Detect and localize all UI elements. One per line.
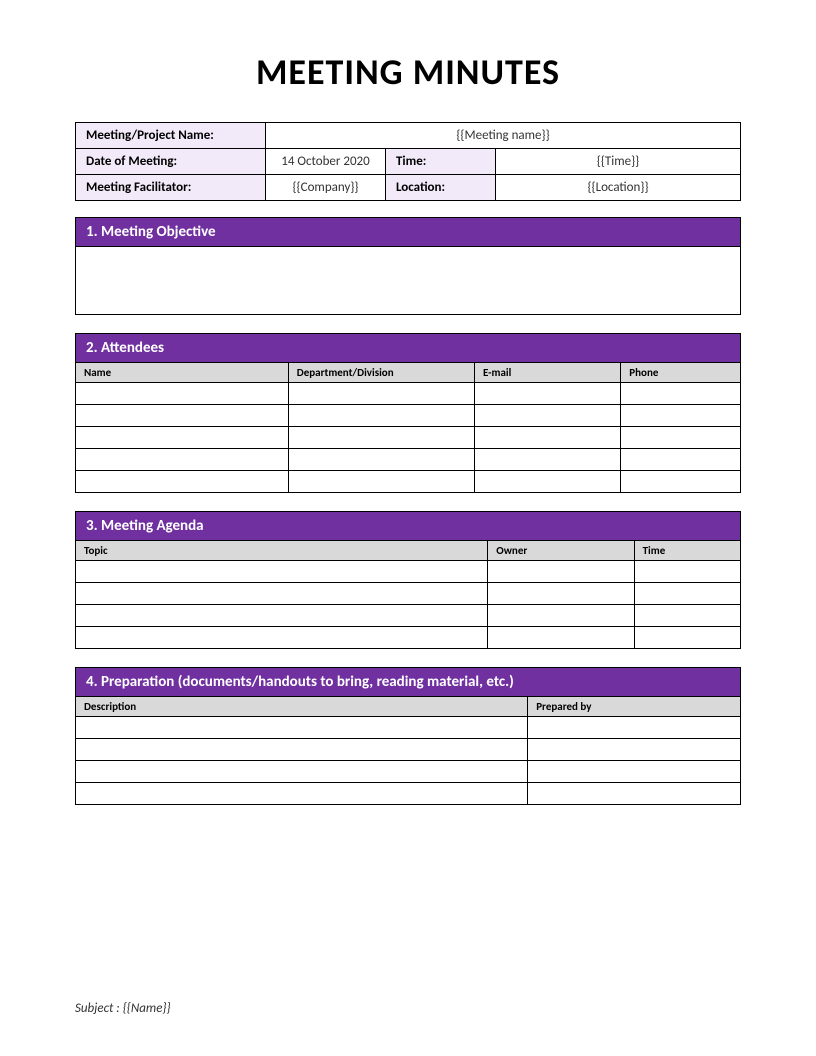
table-row (76, 561, 741, 583)
time-value: {{Time}} (496, 149, 741, 175)
meeting-info-table: Meeting/Project Name: {{Meeting name}} D… (75, 122, 741, 201)
objective-header: 1. Meeting Objective (76, 218, 741, 247)
preparation-section: 4. Preparation (documents/handouts to br… (75, 667, 741, 805)
attendees-col-phone: Phone (621, 363, 741, 383)
agenda-header: 3. Meeting Agenda (76, 512, 741, 541)
objective-section: 1. Meeting Objective (75, 217, 741, 315)
objective-body (76, 247, 741, 315)
table-row (76, 449, 741, 471)
table-row (76, 383, 741, 405)
attendees-header: 2. Attendees (76, 334, 741, 363)
table-row (76, 627, 741, 649)
date-value: 14 October 2020 (266, 149, 386, 175)
table-row (76, 717, 741, 739)
table-row (76, 405, 741, 427)
table-row (76, 783, 741, 805)
location-label: Location: (386, 175, 496, 201)
table-row (76, 739, 741, 761)
meeting-name-value: {{Meeting name}} (266, 123, 741, 149)
footer: Subject : {{Name}} (75, 1001, 171, 1016)
agenda-section: 3. Meeting Agenda Topic Owner Time (75, 511, 741, 649)
table-row (76, 605, 741, 627)
page-title: MEETING MINUTES (75, 50, 741, 94)
agenda-col-time: Time (634, 541, 740, 561)
agenda-col-topic: Topic (76, 541, 488, 561)
date-label: Date of Meeting: (76, 149, 266, 175)
preparation-col-prepby: Prepared by (528, 697, 741, 717)
agenda-col-owner: Owner (488, 541, 634, 561)
preparation-col-desc: Description (76, 697, 528, 717)
attendees-col-dept: Department/Division (288, 363, 474, 383)
table-row (76, 471, 741, 493)
time-label: Time: (386, 149, 496, 175)
facilitator-value: {{Company}} (266, 175, 386, 201)
attendees-section: 2. Attendees Name Department/Division E-… (75, 333, 741, 493)
location-value: {{Location}} (496, 175, 741, 201)
table-row (76, 761, 741, 783)
facilitator-label: Meeting Facilitator: (76, 175, 266, 201)
subject-label: Subject : (75, 1001, 123, 1016)
preparation-header: 4. Preparation (documents/handouts to br… (76, 668, 741, 697)
attendees-col-name: Name (76, 363, 289, 383)
meeting-name-label: Meeting/Project Name: (76, 123, 266, 149)
subject-value: {{Name}} (123, 1001, 171, 1016)
table-row (76, 427, 741, 449)
attendees-col-email: E-mail (474, 363, 620, 383)
table-row (76, 583, 741, 605)
